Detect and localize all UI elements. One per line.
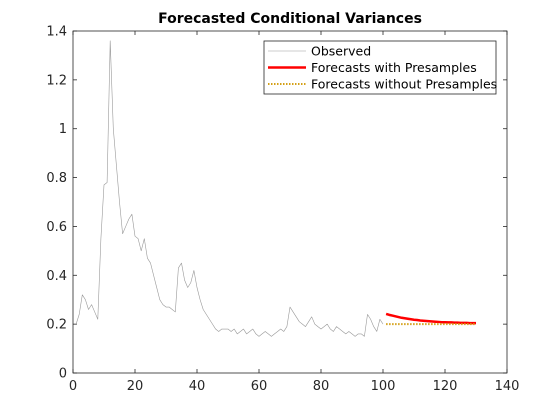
x-tick-label: 120 <box>433 379 458 394</box>
series-line-observed <box>75 40 384 337</box>
y-tick-label: 1.2 <box>46 73 67 88</box>
y-tick-label: 0.4 <box>46 269 67 284</box>
y-tick-label: 0.8 <box>46 171 67 186</box>
legend-label-observed: Observed <box>311 44 371 59</box>
legend-label-forecasts-without-presamples: Forecasts without Presamples <box>311 77 497 92</box>
y-tick-label: 0.6 <box>46 220 67 235</box>
y-tick-label: 1.4 <box>46 25 67 40</box>
y-tick-label: 1 <box>59 122 67 137</box>
axis-ticks: 0 20 40 60 80 100 120 140 0 0.2 0.4 0.6 0.8 1 1.2 1.4 <box>46 25 519 395</box>
y-tick-label: 0.2 <box>46 318 67 333</box>
y-tick-label: 0 <box>59 367 67 382</box>
x-tick-label: 20 <box>127 379 144 394</box>
series-layer <box>75 40 476 337</box>
x-tick-label: 140 <box>495 379 520 394</box>
series-line-forecasts-with-presamples <box>385 312 476 325</box>
x-tick-label: 100 <box>371 379 396 394</box>
x-tick-label: 60 <box>251 379 268 394</box>
x-tick-label: 80 <box>313 379 330 394</box>
legend-label-forecasts-with-presamples: Forecasts with Presamples <box>311 60 477 75</box>
chart-title: Forecasted Conditional Variances <box>158 11 422 27</box>
x-tick-label: 0 <box>69 379 77 394</box>
x-tick-label: 40 <box>189 379 206 394</box>
